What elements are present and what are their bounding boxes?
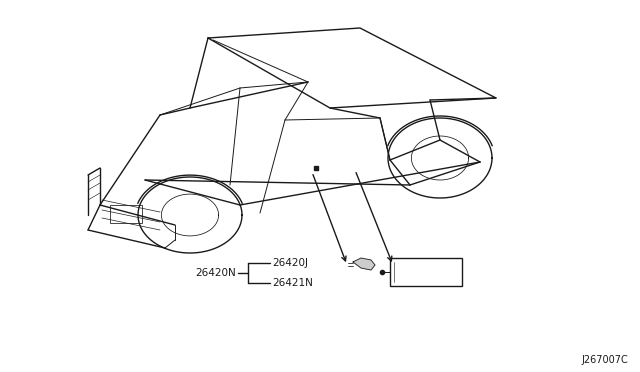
Bar [110,205,142,223]
Text: 26421N: 26421N [272,278,313,288]
Text: 26420N: 26420N [195,268,236,278]
Text: 26420J: 26420J [272,258,308,268]
Polygon shape [353,258,375,270]
FancyBboxPatch shape [390,258,462,286]
Text: J267007C: J267007C [581,355,628,365]
